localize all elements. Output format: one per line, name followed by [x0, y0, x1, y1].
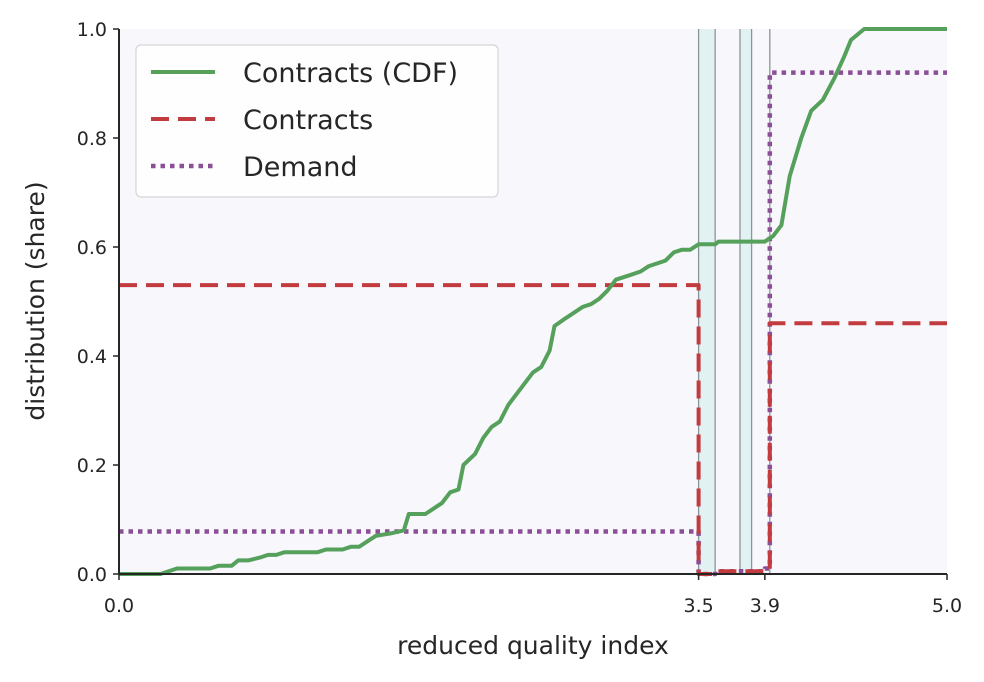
x-tick-label: 5.0: [932, 595, 962, 617]
legend-label-cdf: Contracts (CDF): [243, 58, 458, 89]
x-tick-label: 3.5: [683, 595, 713, 617]
legend-box: [135, 44, 499, 198]
y-tick-label: 0.8: [77, 128, 107, 150]
highlight-band: [740, 29, 752, 574]
x-tick-label: 3.9: [750, 595, 780, 617]
y-tick-label: 0.2: [77, 455, 107, 477]
highlight-band: [698, 29, 716, 574]
y-tick-label: 0.6: [77, 237, 107, 259]
legend: Contracts (CDF) Contracts Demand: [135, 44, 499, 198]
series-group: [119, 27, 947, 577]
y-tick-label: 0.4: [77, 346, 107, 368]
y-tick-label: 0.0: [77, 564, 107, 586]
x-tick-label: 0.0: [104, 595, 134, 617]
x-axis-title: reduced quality index: [397, 631, 669, 660]
y-axis-title: distribution (share): [21, 181, 50, 420]
y-tick-label: 1.0: [77, 19, 107, 41]
tick-labels: 0.0 0.2 0.4 0.6 0.8 1.0 0.0 3.5 3.9 5.0: [77, 19, 962, 617]
legend-label-contracts: Contracts: [243, 105, 373, 136]
legend-label-demand: Demand: [243, 152, 358, 183]
series-line-dashed: [119, 283, 947, 576]
axes: [118, 29, 947, 575]
series-line-solid: [119, 27, 947, 576]
